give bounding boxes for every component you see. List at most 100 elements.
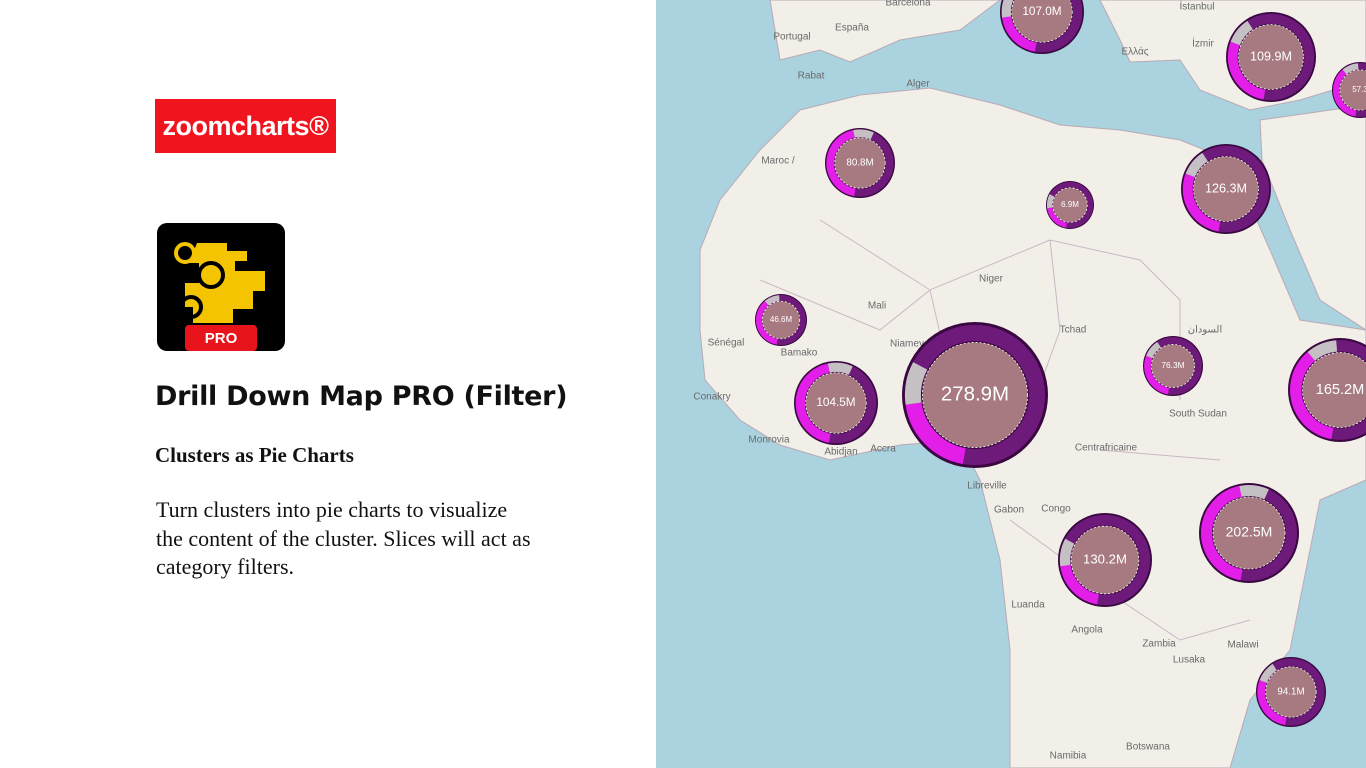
- badge: PRO: [205, 330, 238, 347]
- cluster-slice: [756, 295, 806, 345]
- info-panel: zoomcharts® PRO Drill Down Map PRO (Filt…: [0, 0, 656, 768]
- place-label: Lusaka: [1173, 655, 1206, 666]
- cluster-label: 109.9M: [1250, 49, 1292, 63]
- place-label: Mali: [868, 301, 886, 312]
- cluster-label: 104.5M: [816, 396, 855, 409]
- cluster-center: [1339, 69, 1366, 111]
- cluster-slice: [904, 324, 1046, 466]
- place-label: Abidjan: [824, 447, 857, 458]
- cluster[interactable]: 76.3M: [1140, 333, 1206, 399]
- cluster-label: 76.3M: [1161, 360, 1184, 370]
- place-label: Libreville: [967, 481, 1007, 492]
- cluster-slice: [1059, 514, 1151, 606]
- place-label: Barcelona: [885, 0, 930, 9]
- description-line: Turn clusters into pie charts to visuali…: [156, 497, 508, 522]
- place-label: Ελλάς: [1121, 46, 1148, 58]
- cluster-label: 94.1M: [1277, 687, 1304, 698]
- cluster-label: 278.9M: [941, 382, 1009, 405]
- cluster-label: 80.8M: [846, 158, 873, 169]
- place-label: Angola: [1071, 625, 1103, 636]
- cluster-label: 202.5M: [1226, 524, 1273, 540]
- cluster[interactable]: 6.9M: [1046, 181, 1094, 229]
- cluster-center: [1052, 187, 1088, 223]
- cluster[interactable]: 107.0M: [1000, 0, 1084, 54]
- cluster-label: 126.3M: [1205, 181, 1247, 195]
- description-line: category filters.: [156, 554, 295, 579]
- cluster-center: [1151, 343, 1196, 388]
- subtitle: Clusters as Pie Charts: [155, 443, 354, 467]
- cluster-center: [761, 300, 801, 340]
- app-icon: PRO: [157, 223, 285, 351]
- cluster[interactable]: 46.6M: [750, 289, 812, 351]
- place-label: Maroc /: [761, 156, 795, 167]
- place-label: Gabon: [994, 505, 1024, 516]
- place-label: Niger: [979, 274, 1004, 285]
- place-label: Alger: [906, 79, 930, 90]
- cluster-center: [922, 342, 1028, 448]
- cluster[interactable]: 109.9M: [1222, 8, 1321, 107]
- cluster[interactable]: 202.5M: [1199, 483, 1299, 583]
- cluster-center: [805, 372, 867, 434]
- place-label: Botswana: [1126, 742, 1170, 753]
- cluster-slice: [1257, 658, 1325, 726]
- cluster[interactable]: 104.5M: [794, 361, 878, 445]
- cluster-slice: [1182, 145, 1270, 233]
- place-label: Congo: [1041, 504, 1071, 515]
- cluster[interactable]: 126.3M: [1177, 140, 1276, 239]
- cluster-label: 57.3: [1352, 85, 1366, 94]
- place-label: Tchad: [1060, 325, 1087, 336]
- place-label: Luanda: [1011, 600, 1045, 611]
- place-label: Accra: [870, 444, 896, 455]
- cluster-center: [1265, 666, 1317, 718]
- cluster[interactable]: 80.8M: [825, 128, 895, 198]
- cluster-slice: [904, 324, 1046, 466]
- cluster-center: [1193, 156, 1259, 222]
- cluster[interactable]: 165.2M: [1278, 328, 1366, 453]
- cluster-label: 107.0M: [1022, 5, 1061, 18]
- description-line: the content of the cluster. Slices will …: [156, 525, 531, 551]
- cluster-center: [1302, 352, 1366, 428]
- cluster-slice: [1046, 181, 1094, 229]
- place-label: Bamako: [781, 348, 818, 359]
- cluster[interactable]: 57.3: [1326, 56, 1366, 123]
- place-label: İstanbul: [1179, 0, 1214, 13]
- cluster-slice: [795, 362, 877, 444]
- place-label: Malawi: [1227, 640, 1258, 651]
- cluster-slice: [1227, 13, 1315, 101]
- title: Drill Down Map PRO (Filter): [155, 381, 568, 412]
- cluster[interactable]: 278.9M: [902, 322, 1048, 468]
- cluster-label: 6.9M: [1061, 200, 1079, 209]
- cluster-slice: [826, 129, 894, 197]
- place-label: Centrafricaine: [1075, 443, 1138, 454]
- cluster-slice: [1227, 13, 1315, 101]
- cluster-slice: [1046, 181, 1094, 229]
- cluster-slice: [1059, 514, 1151, 606]
- cluster-center: [1238, 24, 1304, 90]
- logo: zoomcharts®: [155, 99, 336, 153]
- cluster-slice: [1182, 145, 1270, 233]
- cluster-slice: [1144, 337, 1202, 395]
- cluster-center: [1070, 525, 1140, 595]
- cluster-label: 46.6M: [770, 315, 793, 324]
- cluster-label: 130.2M: [1083, 551, 1127, 566]
- cluster-label: 165.2M: [1316, 382, 1365, 398]
- cluster-slice: [1201, 485, 1297, 581]
- cluster-slice: [1257, 658, 1325, 726]
- place-label: Portugal: [773, 32, 810, 43]
- place-label: İzmir: [1192, 37, 1214, 50]
- place-label: السودان: [1188, 325, 1223, 336]
- place-label: South Sudan: [1169, 409, 1227, 420]
- description: Turn clusters into pie charts to visuali…: [156, 496, 531, 582]
- cluster-center: [834, 137, 886, 189]
- place-label: España: [835, 23, 869, 34]
- place-label: Conakry: [693, 392, 730, 403]
- cluster-center: [1011, 0, 1073, 43]
- place-label: Niamey: [890, 339, 924, 350]
- cluster-slice: [1333, 63, 1366, 117]
- place-label: Monrovia: [748, 435, 790, 446]
- cluster[interactable]: 94.1M: [1253, 654, 1330, 731]
- place-label: Zambia: [1142, 639, 1176, 650]
- cluster[interactable]: 130.2M: [1058, 513, 1152, 607]
- place-label: Sénégal: [708, 338, 745, 349]
